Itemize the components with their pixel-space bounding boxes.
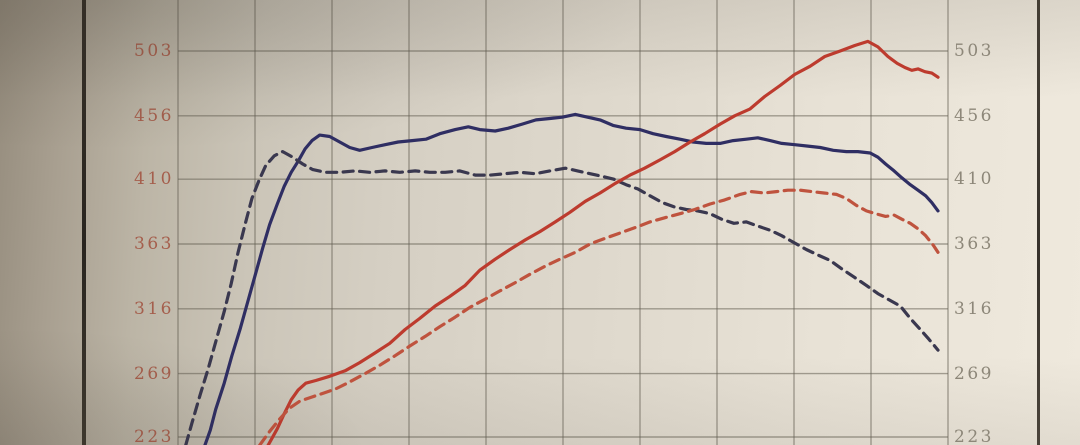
y-tick-right-269: 269 [954, 364, 994, 384]
y-tick-left-410: 410 [134, 169, 174, 189]
series-blue_solid [203, 112, 940, 445]
y-tick-right-223: 223 [954, 427, 994, 445]
y-tick-right-503: 503 [954, 41, 994, 61]
y-tick-right-316: 316 [954, 299, 994, 319]
y-tick-left-316: 316 [134, 299, 174, 319]
y-tick-left-269: 269 [134, 364, 174, 384]
series-blue_dashed [184, 150, 940, 445]
y-tick-left-503: 503 [134, 41, 174, 61]
y-tick-left-223: 223 [134, 427, 174, 445]
y-tick-right-410: 410 [954, 169, 994, 189]
y-tick-left-456: 456 [134, 106, 174, 126]
series-red_solid [266, 39, 940, 445]
gridlines [177, 0, 949, 445]
y-tick-right-363: 363 [954, 234, 994, 254]
y-tick-right-456: 456 [954, 106, 994, 126]
y-tick-left-363: 363 [134, 234, 174, 254]
series-red_dashed [258, 188, 940, 445]
